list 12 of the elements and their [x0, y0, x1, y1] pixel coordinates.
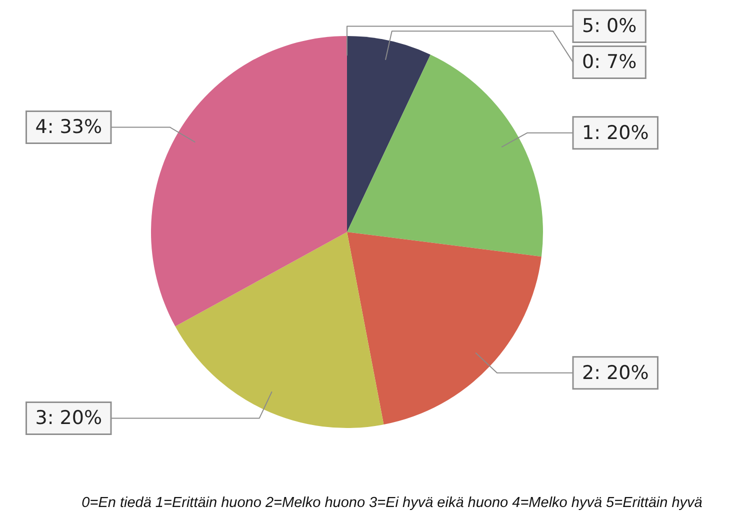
data-label: 0: 7%: [582, 51, 637, 74]
text: 0=En tiedä 1=Erittäin huono 2=Melko huono 3=Ei hyvä eikä huono 4=Melko hyvä 5=Erittäin hyvä: [82, 495, 702, 511]
data-label: 1: 20%: [582, 122, 649, 144]
pie-slice: [175, 232, 384, 428]
data-label: 4: 33%: [35, 116, 102, 138]
data-label: 2: 20%: [582, 362, 649, 384]
data-label: 3: 20%: [35, 407, 102, 430]
pie-slice: [347, 36, 430, 232]
pie-slice: [347, 232, 542, 425]
text: 5: 0%: [582, 15, 637, 38]
pie-slice: [347, 54, 543, 257]
pie-slice: [151, 36, 347, 326]
